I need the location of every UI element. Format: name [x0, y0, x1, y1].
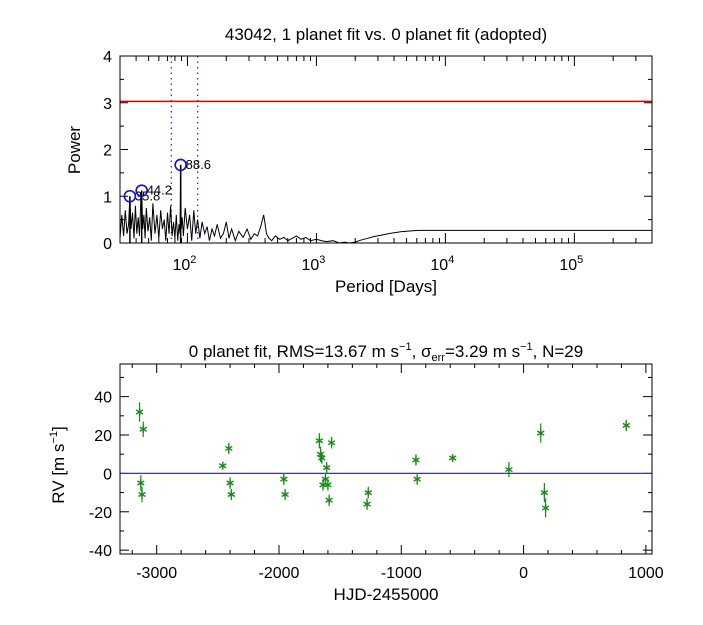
- marker-stroke: [324, 482, 332, 488]
- marker-stroke: [364, 489, 373, 496]
- marker-stroke: [322, 465, 331, 471]
- marker-stroke: [536, 430, 545, 436]
- marker-stroke: [363, 501, 371, 507]
- x-tick-label: -1000: [381, 565, 422, 582]
- rv-point: [315, 433, 324, 449]
- rv-point: [324, 479, 332, 491]
- x-tick-label: -3000: [136, 565, 177, 582]
- y-tick-label: 0: [103, 466, 112, 483]
- peak-label: 88.6: [186, 157, 211, 172]
- rv-point: [325, 494, 333, 507]
- x-tick-label: 103: [301, 254, 325, 274]
- rv-points: [135, 402, 631, 518]
- y-tick-label: 40: [94, 390, 112, 407]
- rv-point: [138, 486, 146, 503]
- marker-stroke: [327, 440, 336, 446]
- marker-stroke: [412, 457, 420, 463]
- rv-point: [281, 488, 289, 501]
- rv-point: [541, 498, 550, 518]
- marker-stroke: [317, 455, 326, 461]
- marker-stroke: [448, 455, 457, 461]
- periodogram-x-tick-labels: 102 103 104 105: [172, 254, 583, 274]
- rv-panel: 0 planet fit, RMS=13.67 m s−1, σerr=3.29…: [48, 341, 664, 604]
- periodogram-ticks: [119, 55, 653, 244]
- rv-frame: [119, 363, 653, 555]
- rv-ticks: [120, 364, 652, 554]
- rv-point: [136, 475, 145, 491]
- periodogram-title: 43042, 1 planet fit vs. 0 planet fit (ad…: [225, 25, 547, 44]
- peak-circle: [123, 189, 137, 203]
- rv-point: [412, 454, 420, 466]
- x-tick-label: 0: [519, 565, 528, 582]
- marker-stroke: [136, 480, 145, 486]
- peak-circle: [174, 158, 187, 172]
- x-tick-label: 1000: [628, 565, 664, 582]
- rv-point: [135, 402, 144, 422]
- marker-stroke: [505, 466, 513, 473]
- rv-y-tick-labels: -40 -20 0 20 40: [89, 390, 112, 561]
- rv-point: [364, 486, 373, 499]
- marker-stroke: [325, 497, 333, 503]
- rv-point: [225, 442, 233, 455]
- marker-stroke: [280, 476, 288, 482]
- rv-point: [413, 473, 422, 485]
- marker-stroke: [139, 426, 148, 432]
- marker-stroke: [316, 451, 325, 457]
- y-tick-label: -20: [89, 505, 112, 522]
- x-tick-label: 105: [559, 254, 583, 274]
- periodogram-peaks: 35.844.288.6: [123, 157, 211, 243]
- rv-point: [317, 452, 326, 464]
- marker-stroke: [226, 480, 234, 486]
- periodogram-frame: [119, 55, 653, 244]
- peak-label: 44.2: [147, 183, 172, 198]
- rv-point: [218, 461, 227, 470]
- y-tick-label: 20: [94, 428, 112, 445]
- rv-point: [536, 423, 545, 443]
- marker-stroke: [622, 422, 631, 429]
- y-tick-label: 1: [103, 189, 112, 206]
- y-tick-label: -40: [89, 543, 112, 560]
- rv-point: [327, 436, 336, 449]
- y-tick-label: 4: [103, 49, 112, 66]
- x-tick-label: 104: [430, 254, 454, 274]
- rv-ylabel: RV [m s−1]: [48, 426, 68, 503]
- marker-stroke: [541, 505, 550, 511]
- marker-stroke: [321, 476, 330, 482]
- rv-point: [622, 419, 631, 432]
- rv-point: [280, 473, 288, 485]
- rv-point: [139, 421, 148, 437]
- rv-point: [227, 488, 236, 501]
- periodogram-xlabel: Period [Days]: [335, 277, 437, 296]
- periodogram-y-tick-labels: 0 1 2 3 4: [103, 49, 112, 253]
- rv-point: [363, 498, 371, 510]
- marker-stroke: [413, 476, 422, 482]
- rv-x-tick-labels: -3000 -2000 -1000 0 1000: [136, 565, 664, 582]
- peak-circle: [135, 184, 149, 197]
- rv-point: [322, 461, 331, 474]
- rv-title: 0 planet fit, RMS=13.67 m s−1, σerr=3.29…: [189, 341, 583, 364]
- rv-xlabel: HJD-2455000: [334, 585, 439, 604]
- marker-stroke: [315, 438, 324, 444]
- periodogram-panel: 43042, 1 planet fit vs. 0 planet fit (ad…: [65, 25, 653, 296]
- y-tick-label: 0: [103, 236, 112, 253]
- marker-stroke: [227, 491, 236, 498]
- fitted-period-markers: [170, 56, 199, 243]
- rv-point: [505, 461, 513, 478]
- periodogram-ylabel: Power: [65, 126, 84, 175]
- rv-point: [226, 477, 234, 489]
- x-tick-label: 102: [172, 254, 196, 274]
- y-tick-label: 3: [103, 96, 112, 113]
- marker-stroke: [281, 491, 289, 498]
- marker-stroke: [218, 463, 227, 469]
- marker-stroke: [135, 409, 144, 415]
- y-tick-label: 2: [103, 143, 112, 160]
- marker-stroke: [540, 489, 549, 496]
- marker-stroke: [138, 491, 146, 498]
- periodogram-curve: [119, 164, 652, 244]
- rv-point: [448, 454, 457, 463]
- marker-stroke: [225, 445, 233, 452]
- x-tick-label: -2000: [259, 565, 300, 582]
- rv-point: [540, 482, 549, 503]
